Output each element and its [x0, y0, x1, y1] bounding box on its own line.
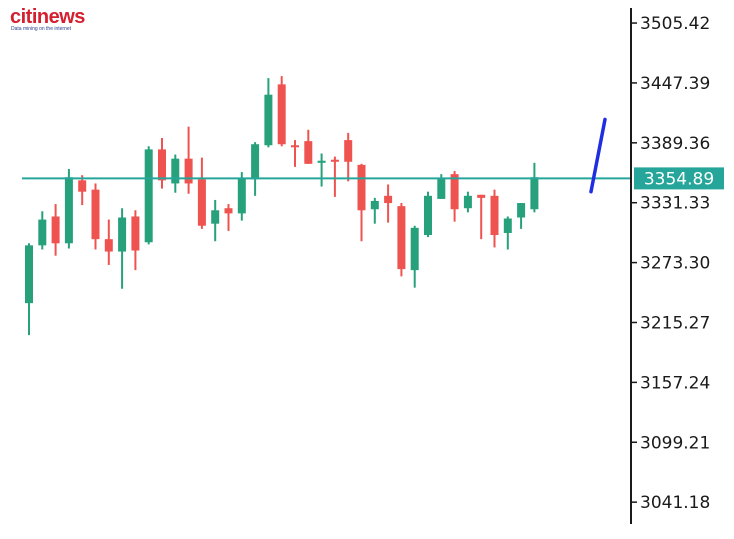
candle-body — [171, 158, 180, 184]
candle-body — [38, 219, 47, 246]
candle-body — [91, 189, 100, 240]
candle-body — [131, 216, 140, 251]
candle-body — [450, 174, 459, 210]
current-price-line-group: 3354.89 — [22, 167, 724, 190]
y-tick-label: 3157.24 — [640, 373, 710, 393]
current-price-label: 3354.89 — [644, 169, 714, 189]
y-tick-label: 3099.21 — [640, 433, 710, 453]
logo-tagline: Data mining on the internet — [11, 26, 72, 32]
candle-body — [530, 177, 539, 210]
y-tick-label: 3041.18 — [640, 493, 710, 513]
candle-body — [144, 149, 153, 243]
candle-body — [64, 177, 73, 244]
candle-body — [224, 208, 233, 214]
logo-brand: citinews — [10, 6, 85, 28]
y-axis-ticks: 3505.42 3447.39 3389.36 3331.33 3273.30 3215.… — [631, 14, 710, 513]
candle-body — [51, 216, 60, 244]
candle-body — [184, 158, 193, 184]
candle-body — [317, 160, 326, 163]
candle-body — [118, 217, 127, 252]
candle-body — [78, 180, 87, 192]
y-tick-label: 3447.39 — [640, 74, 710, 94]
current-price-badge — [634, 167, 724, 190]
y-tick-label: 3505.42 — [640, 14, 710, 34]
y-tick-label: 3389.36 — [640, 134, 710, 154]
candle-body — [251, 144, 260, 180]
y-tick-label: 3273.30 — [640, 254, 710, 274]
candle-body — [344, 140, 353, 162]
candle-body — [211, 210, 220, 224]
candle-body — [237, 178, 246, 214]
candle-body — [158, 149, 166, 181]
forecast-arrow — [589, 117, 607, 194]
candle-body — [437, 178, 446, 199]
candle-body — [104, 239, 113, 252]
candle-body — [463, 195, 472, 209]
candle-body — [197, 179, 206, 226]
y-tick-label: 3331.33 — [640, 194, 710, 214]
candle-body — [477, 194, 486, 198]
candle-body — [490, 195, 499, 236]
candle-body — [277, 84, 286, 145]
candle-body — [304, 141, 313, 164]
candle-body — [330, 159, 339, 162]
candle-body — [25, 245, 33, 304]
candle-body — [264, 94, 273, 146]
candle-body — [397, 206, 406, 270]
candles-group — [25, 76, 539, 336]
candle-body — [410, 227, 419, 271]
candle-body — [291, 145, 299, 148]
candle-body — [503, 218, 512, 233]
logo: citinews Data mining on the internet — [10, 6, 100, 36]
y-tick-label: 3215.27 — [640, 313, 710, 333]
candle-body — [424, 195, 432, 236]
candle-body — [370, 200, 379, 210]
candle-body — [384, 195, 393, 204]
candle-body — [517, 203, 526, 218]
candle-body — [357, 164, 366, 211]
